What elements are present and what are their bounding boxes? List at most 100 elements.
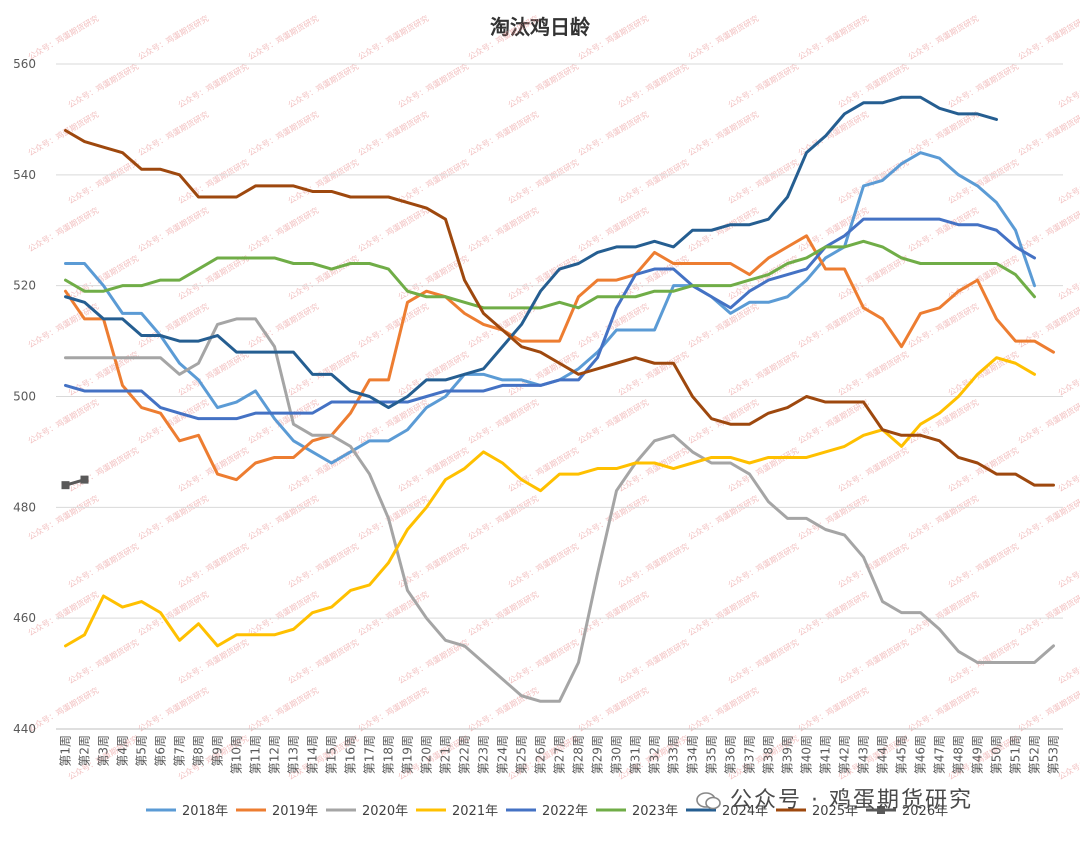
watermark-repeat: 公众号：鸡蛋期货研究	[686, 493, 760, 542]
watermark-text: 公众号 · 鸡蛋期货研究	[730, 788, 973, 813]
series-line	[64, 95, 998, 410]
x-tick-label: 第7周	[173, 735, 187, 767]
watermark-repeat: 公众号：鸡蛋期货研究	[506, 157, 580, 206]
watermark-repeat: 公众号：鸡蛋期货研究	[176, 61, 250, 110]
legend-item: 2020年	[326, 804, 408, 819]
watermark-repeat: 公众号：鸡蛋期货研究	[1056, 637, 1080, 686]
watermark-repeat: 公众号：鸡蛋期货研究	[286, 541, 360, 590]
series-2025年	[64, 129, 1055, 487]
watermark-repeat: 公众号：鸡蛋期货研究	[796, 13, 870, 62]
legend-item: 2024年	[686, 804, 768, 819]
watermark-repeat: 公众号：鸡蛋期货研究	[246, 301, 320, 350]
watermark-repeat: 公众号：鸡蛋期货研究	[686, 13, 760, 62]
watermark-repeat: 公众号：鸡蛋期货研究	[466, 109, 540, 158]
watermark-repeat: 公众号：鸡蛋期货研究	[906, 301, 980, 350]
x-tick-label: 第50周	[990, 735, 1004, 774]
watermark-repeat: 公众号：鸡蛋期货研究	[356, 589, 430, 638]
watermark-repeat: 公众号：鸡蛋期货研究	[796, 589, 870, 638]
watermark-repeat: 公众号：鸡蛋期货研究	[506, 61, 580, 110]
watermark-repeat: 公众号：鸡蛋期货研究	[136, 205, 210, 254]
legend-item: 2022年	[506, 804, 588, 819]
watermark-repeat: 公众号：鸡蛋期货研究	[246, 685, 320, 734]
watermark-repeat: 公众号：鸡蛋期货研究	[286, 157, 360, 206]
x-tick-label: 第19周	[401, 735, 415, 774]
watermark-repeat: 公众号：鸡蛋期货研究	[1016, 685, 1080, 734]
series-2021年	[64, 356, 1036, 648]
legend-label: 2025年	[812, 804, 858, 819]
legend-item: 2019年	[236, 804, 318, 819]
legend: 2018年 2019年 2020年 2021年 2022年 2023年 2024年 2025年…	[146, 804, 948, 819]
x-tick-label: 第24周	[496, 735, 510, 774]
y-tick-label: 560	[13, 57, 36, 71]
x-tick-label: 第26周	[534, 735, 548, 774]
series-2019年	[64, 234, 1055, 482]
watermark-repeat: 公众号：鸡蛋期货研究	[66, 541, 140, 590]
watermark-repeat: 公众号：鸡蛋期货研究	[906, 397, 980, 446]
x-tick-label: 第21周	[439, 735, 453, 774]
watermark-repeat: 公众号：鸡蛋期货研究	[906, 205, 980, 254]
x-tick-label: 第48周	[952, 735, 966, 774]
watermark-repeat: 公众号：鸡蛋期货研究	[176, 349, 250, 398]
series-2018年	[64, 151, 1036, 465]
watermark-repeat: 公众号：鸡蛋期货研究	[66, 445, 140, 494]
legend-item: 2021年	[416, 804, 498, 819]
watermark-repeat: 公众号：鸡蛋期货研究	[906, 109, 980, 158]
series-line	[64, 151, 1036, 465]
wechat-icon	[696, 792, 721, 810]
legend-label: 2024年	[722, 804, 768, 819]
watermark-repeat: 公众号：鸡蛋期货研究	[66, 637, 140, 686]
x-tick-label: 第1周	[59, 735, 73, 767]
watermark-repeat: 公众号：鸡蛋期货研究	[1056, 349, 1080, 398]
watermark-repeat: 公众号：鸡蛋期货研究	[796, 301, 870, 350]
x-tick-label: 第6周	[154, 735, 168, 767]
y-tick-label: 500	[13, 390, 36, 404]
watermark-repeat: 公众号：鸡蛋期货研究	[466, 493, 540, 542]
x-tick-label: 第47周	[933, 735, 947, 774]
watermark-repeat: 公众号：鸡蛋期货研究	[286, 637, 360, 686]
watermark-repeat: 公众号：鸡蛋期货研究	[726, 637, 800, 686]
series-line	[64, 234, 1055, 482]
x-tick-label: 第42周	[838, 735, 852, 774]
watermark-repeat: 公众号：鸡蛋期货研究	[726, 445, 800, 494]
x-tick-label: 第43周	[857, 735, 871, 774]
watermark-repeat: 公众号：鸡蛋期货研究	[616, 445, 690, 494]
legend-item: 2025年	[776, 804, 858, 819]
y-tick-label: 480	[13, 500, 36, 514]
watermark-repeat: 公众号：鸡蛋期货研究	[246, 397, 320, 446]
watermark-repeat: 公众号：鸡蛋期货研究	[616, 637, 690, 686]
x-tick-label: 第31周	[629, 735, 643, 774]
watermark-repeat: 公众号：鸡蛋期货研究	[576, 109, 650, 158]
series-line	[64, 356, 1036, 648]
watermark-repeat: 公众号：鸡蛋期货研究	[26, 109, 100, 158]
watermark-repeat: 公众号：鸡蛋期货研究	[616, 541, 690, 590]
watermark-repeat: 公众号：鸡蛋期货研究	[176, 637, 250, 686]
y-tick-label: 520	[13, 279, 36, 293]
data-point	[80, 475, 89, 484]
legend-label: 2019年	[272, 804, 318, 819]
watermark-repeat: 公众号：鸡蛋期货研究	[466, 589, 540, 638]
x-tick-label: 第3周	[97, 735, 111, 767]
x-tick-label: 第4周	[116, 735, 130, 767]
watermark-repeat: 公众号：鸡蛋期货研究	[946, 541, 1020, 590]
watermark-repeat: 公众号：鸡蛋期货研究	[726, 541, 800, 590]
series-2024年	[64, 95, 998, 410]
x-tick-label: 第36周	[724, 735, 738, 774]
x-tick-label: 第38周	[762, 735, 776, 774]
legend-item: 2018年	[146, 804, 228, 819]
data-point	[61, 481, 70, 490]
watermark-repeat: 公众号：鸡蛋期货研究	[356, 109, 430, 158]
watermark-repeat: 公众号：鸡蛋期货研究	[136, 685, 210, 734]
chart-title: 淘汰鸡日龄	[490, 15, 591, 39]
watermark-repeat: 公众号：鸡蛋期货研究	[466, 205, 540, 254]
x-tick-label: 第14周	[306, 735, 320, 774]
x-tick-label: 第11周	[249, 735, 263, 774]
x-tick-label: 第53周	[1047, 735, 1061, 774]
watermark-repeat: 公众号：鸡蛋期货研究	[946, 157, 1020, 206]
x-tick-label: 第9周	[211, 735, 225, 767]
watermark-repeat: 公众号：鸡蛋期货研究	[136, 109, 210, 158]
watermark-repeat: 公众号：鸡蛋期货研究	[356, 205, 430, 254]
series-2022年	[64, 217, 1036, 421]
x-tick-label: 第44周	[876, 735, 890, 774]
watermark-repeat: 公众号：鸡蛋期货研究	[66, 157, 140, 206]
watermark-repeat: 公众号：鸡蛋期货研究	[26, 13, 100, 62]
